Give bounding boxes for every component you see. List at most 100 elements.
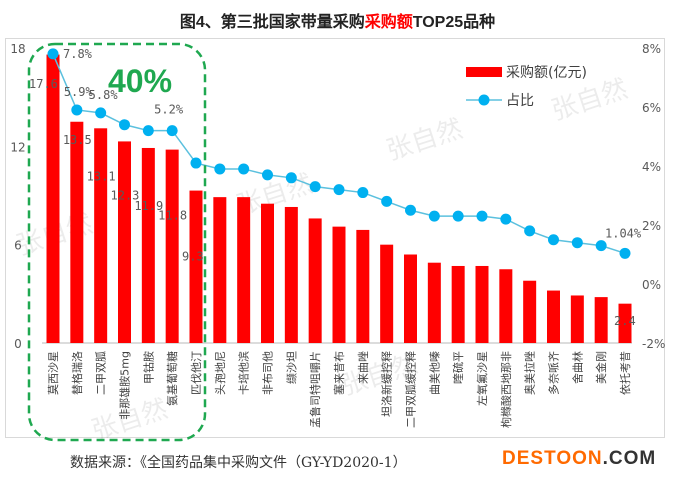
line-point — [190, 157, 202, 169]
line-value-label: 1.04% — [605, 226, 642, 240]
callout-label: 40% — [108, 63, 172, 99]
bar-value-label: 2.4 — [614, 314, 636, 328]
bar — [189, 190, 203, 343]
line-point — [214, 163, 226, 175]
legend-bar-label: 采购额(亿元) — [506, 65, 587, 81]
brand-part1: DESTOON — [502, 448, 603, 469]
category-label: 孟鲁司特咀嚼片 — [308, 351, 322, 428]
category-labels: 莫西沙星 替格瑞洛 二甲双胍 非那雄胺5mg 甲钴胺 氨基葡萄糖 匹伐他汀 头孢地尼 卡培他滨非… — [47, 351, 632, 428]
bar-value-label: 11.8 — [158, 209, 187, 223]
bar — [237, 197, 251, 343]
bar — [356, 229, 370, 343]
category-label: 替格瑞洛 — [70, 351, 84, 395]
category-label: 喹硫平 — [451, 351, 465, 384]
bar — [570, 295, 584, 343]
top7-callout: 40% — [27, 42, 207, 442]
line-point — [285, 172, 297, 184]
left-tick-label: 18 — [10, 42, 25, 56]
title-prefix: 图4、第三批国家带量采购 — [179, 14, 365, 31]
bar — [70, 121, 84, 343]
brand-logo: DESTOON.COM — [502, 448, 656, 470]
line-point — [238, 163, 250, 175]
bar — [118, 141, 131, 343]
line-point — [47, 48, 59, 60]
left-tick-label: 0 — [14, 337, 22, 351]
bar-value-label: 9.3 — [182, 250, 204, 264]
right-tick-label: 6% — [642, 101, 661, 115]
right-tick-label: 8% — [642, 42, 661, 56]
line-point — [119, 119, 130, 131]
bar-value-label: 13.5 — [63, 133, 92, 147]
bar-value-label: 17.6 — [29, 77, 58, 91]
category-label: 氨基葡萄糖 — [165, 351, 179, 406]
line-point — [71, 104, 83, 116]
data-source: 数据来源：《全国药品集中采购文件（GY-YD2020-1） — [70, 455, 407, 471]
category-label: 左氧氟沙星 — [475, 351, 489, 406]
category-label: 卡培他滨 — [237, 351, 251, 395]
line-point — [452, 210, 464, 222]
category-label: 美金刚 — [594, 351, 608, 384]
line-point — [595, 240, 607, 252]
bar — [404, 254, 417, 343]
category-label: 依托考昔 — [618, 351, 632, 395]
data-labels: 17.613.513.112.311.911.89.32.47.8%5.9%5.… — [29, 47, 642, 328]
title-suffix: TOP25品种 — [412, 14, 496, 31]
legend: 采购额(亿元) 占比 — [466, 65, 587, 109]
bar — [547, 290, 560, 343]
category-label: 非那雄胺5mg — [118, 351, 132, 420]
bar — [261, 203, 274, 343]
bar — [332, 226, 346, 343]
bar — [427, 262, 441, 343]
chart-title: 图4、第三批国家带量采购采购额TOP25品种 — [0, 8, 675, 32]
category-label: 坦洛新缓控释 — [380, 351, 394, 417]
category-label: 多奈哌齐 — [547, 351, 561, 395]
right-tick-label: 4% — [642, 160, 661, 174]
line-point — [357, 187, 369, 199]
watermark-text: 张自然 — [548, 74, 631, 127]
line-point — [428, 210, 440, 222]
category-label: 非布司他 — [262, 351, 275, 395]
line-point — [309, 181, 321, 193]
line-point — [571, 237, 583, 249]
line-value-label: 5.8% — [89, 88, 119, 102]
bar-value-label: 13.1 — [87, 169, 116, 183]
right-tick-label: 0% — [642, 278, 661, 292]
line-point — [524, 225, 536, 237]
category-label: 曲美他嗪 — [428, 351, 441, 395]
line-point — [166, 125, 178, 137]
category-label: 来曲唑 — [357, 351, 370, 384]
brand-part2: .COM — [602, 448, 657, 469]
ratio-line — [47, 48, 631, 259]
line-point — [381, 195, 393, 207]
bar — [618, 303, 632, 343]
line-point — [405, 204, 416, 216]
bar-value-label: 11.9 — [134, 199, 163, 213]
line-point — [142, 125, 154, 137]
category-label: 莫西沙星 — [47, 351, 60, 395]
line-point — [262, 169, 273, 181]
left-tick-label: 6 — [14, 239, 22, 253]
bar — [475, 265, 489, 343]
bar — [141, 147, 155, 343]
bar — [594, 297, 608, 343]
category-label: 甲钴胺 — [141, 351, 155, 384]
category-label: 枸橼酸西地那非 — [499, 351, 513, 428]
watermark-text: 张自然 — [383, 114, 466, 167]
category-label: 缬沙坦 — [284, 351, 298, 384]
title-highlight: 采购额 — [364, 14, 413, 31]
bar-value-label: 12.3 — [111, 188, 140, 202]
line-value-label: 5.2% — [154, 103, 184, 117]
line-point — [548, 234, 559, 246]
category-label: 头孢地尼 — [214, 351, 227, 395]
chart-frame — [5, 38, 665, 438]
bar — [451, 265, 465, 343]
bar — [380, 244, 394, 343]
category-label: 塞来昔布 — [332, 351, 346, 395]
line-point — [619, 247, 631, 259]
bar — [284, 206, 298, 343]
left-tick-label: 12 — [10, 140, 25, 154]
line-point — [476, 210, 488, 222]
bar — [308, 218, 322, 343]
bar — [523, 280, 537, 343]
